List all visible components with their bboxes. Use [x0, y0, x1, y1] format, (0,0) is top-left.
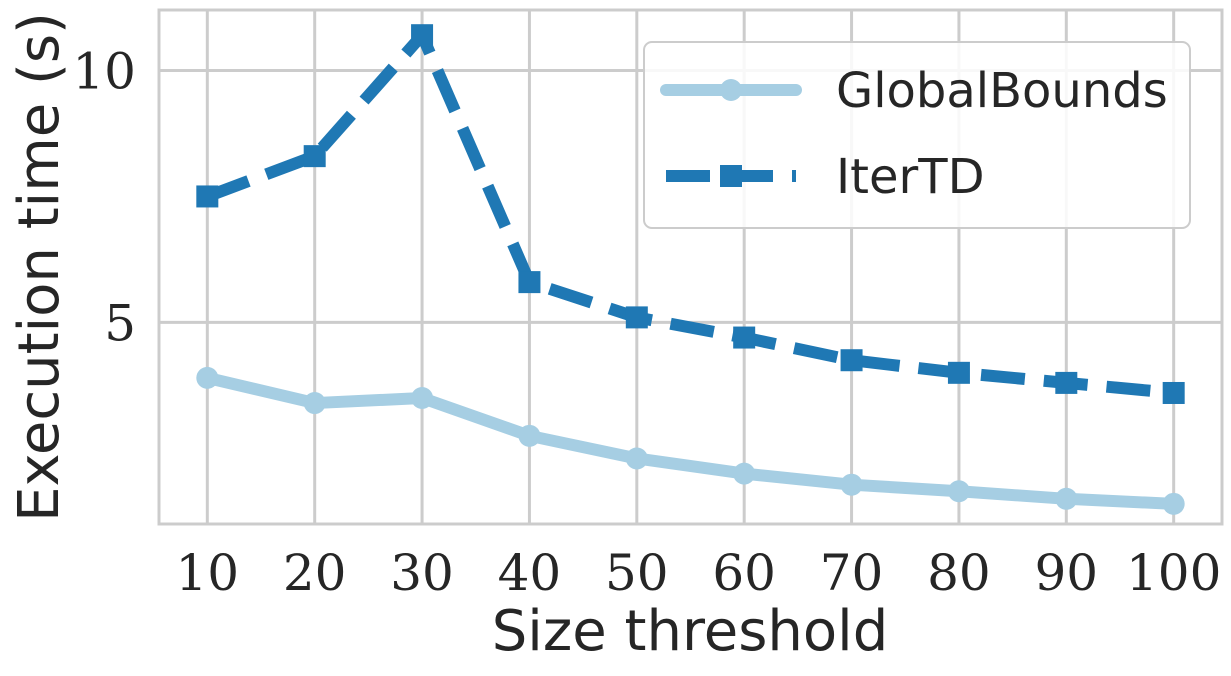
series-line-itertd	[205, 29, 1175, 399]
data-point	[947, 480, 970, 503]
x-tick-label: 40	[498, 544, 562, 602]
legend: GlobalBounds IterTD	[643, 41, 1191, 229]
data-point	[518, 424, 541, 447]
x-axis-title: Size threshold	[492, 599, 888, 664]
data-point	[518, 271, 541, 294]
y-tick-label: 10	[72, 42, 136, 100]
legend-label-globalbounds: GlobalBounds	[836, 63, 1168, 119]
y-tick-labels: 5 10	[72, 42, 136, 352]
y-axis-title: Execution time (s)	[7, 12, 72, 522]
data-point	[840, 349, 863, 372]
data-point	[411, 24, 434, 47]
legend-handle-marker	[720, 79, 742, 101]
data-point	[411, 387, 434, 410]
data-point	[840, 473, 863, 496]
legend-label-itertd: IterTD	[836, 149, 985, 205]
data-point	[625, 306, 648, 329]
series-globalbounds	[196, 366, 1185, 515]
x-tick-label: 60	[712, 544, 776, 602]
series-line-globalbounds	[201, 371, 1180, 510]
data-point	[303, 145, 326, 168]
x-tick-labels: 10 20 30 40 50 60 70 80 90 100	[176, 544, 1222, 602]
series-layer	[196, 24, 1185, 515]
x-tick-label: 100	[1126, 544, 1221, 602]
data-point	[733, 326, 756, 349]
data-point	[1162, 492, 1185, 515]
data-point	[196, 366, 219, 389]
x-tick-label: 10	[176, 544, 240, 602]
data-point	[1055, 487, 1078, 510]
data-point	[303, 392, 326, 415]
x-tick-label: 50	[605, 544, 669, 602]
x-tick-label: 90	[1034, 544, 1098, 602]
x-tick-label: 30	[390, 544, 454, 602]
legend-entries	[660, 79, 802, 187]
x-tick-label: 20	[283, 544, 347, 602]
data-point	[947, 361, 970, 384]
x-tick-label: 70	[820, 544, 884, 602]
data-point	[196, 185, 219, 208]
legend-handle-marker	[720, 165, 742, 187]
data-point	[625, 447, 648, 470]
data-point	[733, 462, 756, 485]
x-tick-label: 80	[927, 544, 991, 602]
series-itertd	[196, 24, 1185, 404]
y-tick-label: 5	[104, 294, 136, 352]
data-point	[1162, 381, 1185, 404]
data-point	[1055, 371, 1078, 394]
plot-frame	[157, 8, 1224, 526]
